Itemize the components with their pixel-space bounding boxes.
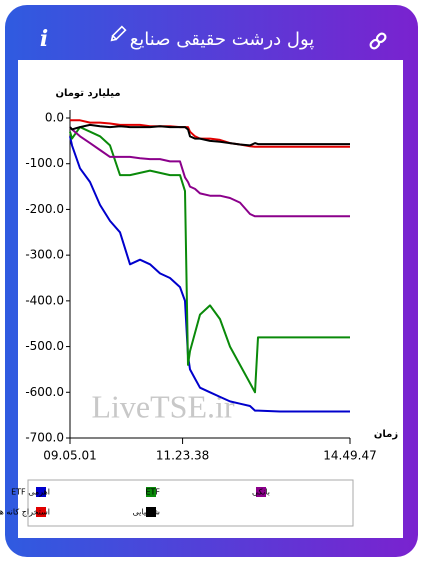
header-title: پول درشت حقیقی صنایع	[130, 29, 315, 50]
x-tick-label: 09.05.01	[43, 449, 96, 463]
legend-label: استخراج کانه هاي فلزي	[0, 508, 50, 517]
y-tick-label: -700.0	[25, 431, 64, 445]
x-tick-label: 11.23.38	[156, 449, 209, 463]
series-line	[69, 126, 350, 394]
legend-label: ETF	[145, 488, 160, 497]
y-tick-label: -400.0	[25, 293, 64, 307]
y-tick-label: -600.0	[25, 385, 64, 399]
y-tick-label: -500.0	[25, 339, 64, 353]
info-icon[interactable]: i	[40, 26, 48, 52]
legend-swatch	[146, 507, 156, 517]
y-tick-label: -100.0	[25, 156, 64, 170]
y-tick-label: 0.0	[45, 111, 64, 125]
watermark: LiveTSE.ir	[91, 388, 234, 424]
legend-box	[27, 479, 354, 527]
legend-swatch	[256, 487, 266, 497]
legend-label: بانکی	[252, 488, 270, 497]
legend-label: شیمیایی	[133, 508, 161, 517]
legend-swatch	[36, 487, 46, 497]
edit-icon[interactable]	[110, 25, 127, 43]
legend-label: ETF اهرمی	[11, 488, 50, 497]
x-tick-label: 14.49.47	[323, 449, 376, 463]
y-axis-label: میلیارد تومان	[55, 88, 120, 99]
y-tick-label: -200.0	[25, 202, 64, 216]
series-line	[69, 126, 350, 218]
legend-swatch	[146, 487, 156, 497]
series-line	[69, 123, 350, 147]
link-icon[interactable]	[369, 32, 387, 50]
x-axis-label: زمان	[374, 429, 398, 440]
legend-swatch	[36, 507, 46, 517]
y-tick-label: -300.0	[25, 248, 64, 262]
